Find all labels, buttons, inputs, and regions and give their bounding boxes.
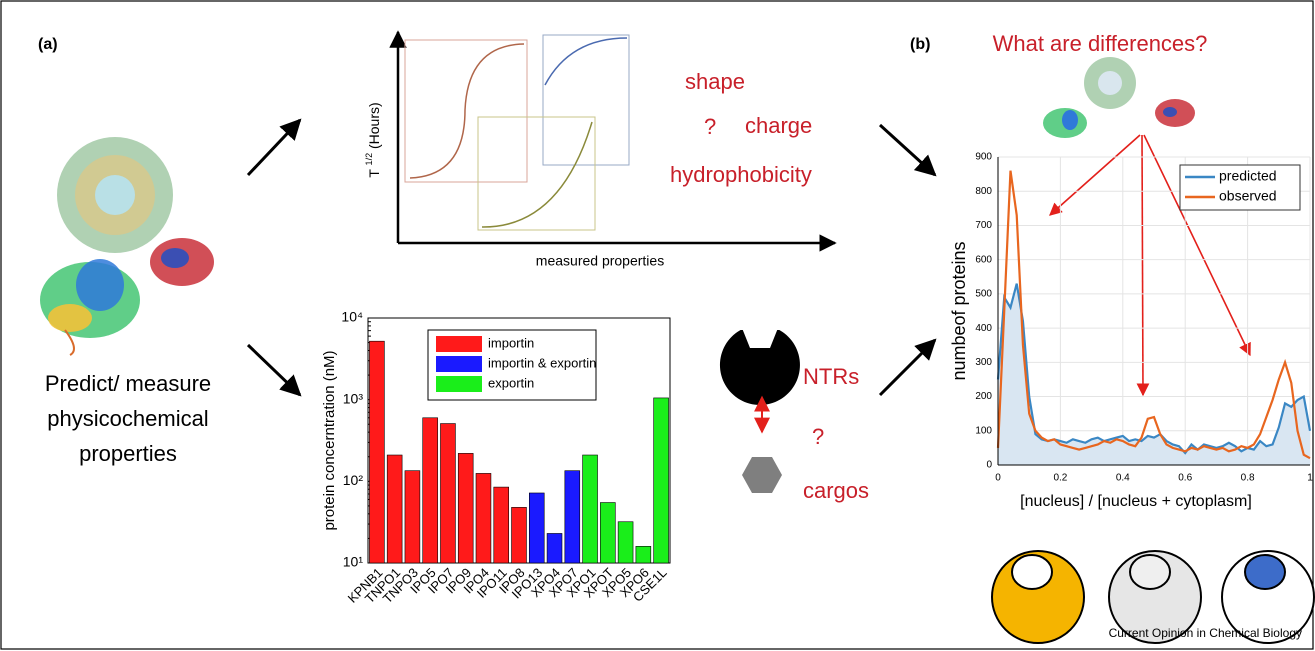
pointer-arrows: [1049, 134, 1251, 397]
cargo-shape: [742, 457, 782, 493]
bar: [440, 423, 456, 564]
schematic-y-label: T 1/2 (Hours): [361, 102, 382, 177]
y-tick-label: 10³: [343, 390, 364, 406]
y-label-part: T: [366, 169, 382, 178]
protein-images: [40, 137, 214, 356]
y-tick-label: 800: [975, 186, 992, 197]
bar: [564, 470, 581, 564]
legend-label: importin: [488, 335, 534, 350]
bar: [617, 521, 634, 564]
bar: [529, 492, 545, 564]
bar: [457, 453, 474, 564]
cargo-label: cargos: [803, 478, 869, 503]
bar: [369, 340, 385, 564]
y-tick-label: 900: [975, 152, 992, 163]
bar: [386, 454, 403, 564]
bar: [404, 470, 421, 564]
legend-swatch: [436, 336, 482, 352]
bar: [546, 533, 563, 564]
bar: [422, 417, 438, 564]
legend-swatch: [436, 356, 482, 372]
y-tick-label: 600: [975, 254, 992, 265]
y-tick-label: 500: [975, 289, 992, 300]
property-text: hydrophobicity: [670, 162, 812, 187]
panel-title: What are differences?: [993, 31, 1208, 56]
y-tick-label: 100: [975, 425, 992, 436]
y-tick-label: 300: [975, 357, 992, 368]
y-label-part: (Hours): [366, 102, 382, 149]
question-mark: ?: [812, 424, 824, 449]
ntr-notch: [720, 325, 800, 345]
legend-label: predicted: [1219, 168, 1277, 184]
arrows: [246, 118, 937, 397]
bar: [600, 502, 616, 564]
x-axis-label: [nucleus] / [nucleus + cytoplasm]: [1020, 493, 1252, 510]
line: [996, 170, 1311, 460]
area: [998, 283, 1310, 465]
left-text: Predict/ measure: [45, 371, 211, 396]
legend-label: observed: [1219, 188, 1277, 204]
bar: [582, 454, 598, 564]
panel-label: (b): [910, 36, 930, 53]
y-tick-label: 10⁴: [341, 309, 363, 325]
y-axis-label: protein concerntration (nM): [321, 350, 338, 530]
cell-icons: [991, 550, 1315, 644]
bar: [493, 486, 509, 564]
bar: [475, 473, 492, 564]
bar: [511, 507, 527, 564]
x-tick-label: 0.6: [1178, 473, 1192, 484]
property-text: charge: [745, 113, 812, 138]
y-label-part: 1/2: [364, 153, 374, 166]
y-axis-label: numbeof proteins: [949, 241, 969, 380]
left-text: properties: [79, 441, 177, 466]
x-tick-label: 0.8: [1241, 473, 1255, 484]
x-tick-label: 0.4: [1116, 473, 1130, 484]
question-mark: ?: [704, 114, 716, 139]
property-text: shape: [685, 69, 745, 94]
panel-label: (a): [38, 36, 58, 53]
x-tick-label: 0: [995, 473, 1001, 484]
legend-swatch: [436, 376, 482, 392]
y-tick-label: 700: [975, 220, 992, 231]
legend-label: exportin: [488, 375, 534, 390]
left-text: physicochemical: [47, 406, 208, 431]
y-tick-label: 200: [975, 391, 992, 402]
footer: Current Opinion in Chemical Biology: [1109, 626, 1302, 640]
legend-label: importin & exportin: [488, 355, 596, 370]
x-tick-label: 1: [1307, 473, 1313, 484]
protein-images: [1043, 57, 1195, 138]
y-tick-label: 10¹: [343, 554, 364, 570]
y-tick-label: 400: [975, 323, 992, 334]
x-tick-label: 0.2: [1053, 473, 1067, 484]
bar: [653, 397, 669, 564]
schematic-x-label: measured properties: [536, 253, 664, 269]
y-tick-label: 10²: [343, 472, 364, 488]
ntr-label: NTRs: [803, 364, 859, 389]
schematic: [389, 30, 837, 252]
ntr-shape: [719, 325, 800, 405]
y-tick-label: 0: [986, 460, 992, 471]
bar: [635, 546, 652, 564]
legend-box: [1179, 164, 1301, 211]
